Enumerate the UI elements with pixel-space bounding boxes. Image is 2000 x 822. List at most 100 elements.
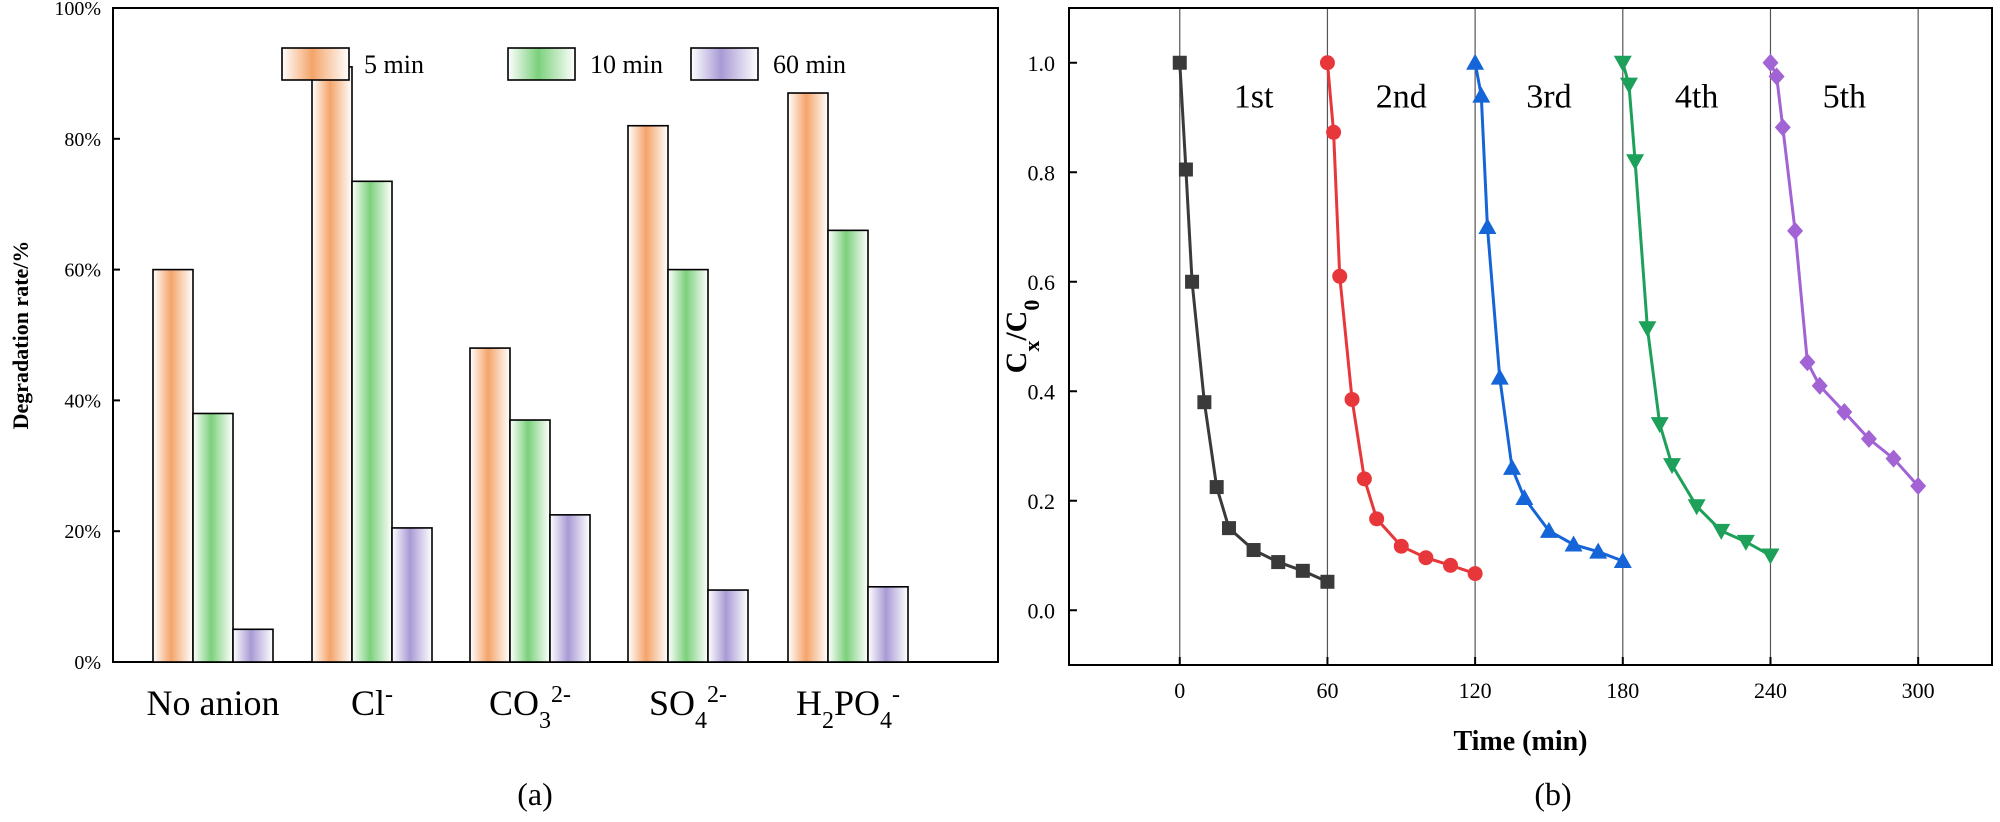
- data-point-1st: [1209, 480, 1224, 495]
- y-tick-label: 0.6: [1028, 270, 1056, 295]
- data-point-5th: [1885, 449, 1902, 468]
- data-point-4th: [1638, 321, 1657, 338]
- bar-10-min-5: [827, 229, 869, 663]
- run-annotation: 3rd: [1526, 79, 1571, 116]
- y-tick-label: 0.4: [1028, 379, 1056, 404]
- data-point-2nd: [1418, 550, 1434, 566]
- data-point-5th: [1836, 403, 1853, 422]
- data-point-5th: [1774, 118, 1791, 137]
- series-5th: [1762, 53, 1927, 495]
- legend-label: 10 min: [590, 50, 663, 79]
- run-annotation: 2nd: [1376, 79, 1427, 116]
- bar-5-min-2: [311, 66, 353, 663]
- x-category-label: CO32-: [489, 682, 571, 734]
- bar-5-min-1: [152, 268, 194, 663]
- data-point-3rd: [1478, 218, 1497, 234]
- legend-label: 60 min: [773, 50, 846, 79]
- data-point-1st: [1185, 274, 1200, 289]
- data-point-3rd: [1490, 368, 1509, 385]
- data-point-4th: [1619, 77, 1638, 94]
- bar-10-min-4: [667, 268, 709, 663]
- data-point-2nd: [1319, 55, 1335, 71]
- y-tick-label: 20%: [64, 521, 101, 543]
- data-point-5th: [1910, 476, 1927, 495]
- run-annotation: 4th: [1675, 79, 1718, 116]
- data-point-2nd: [1326, 124, 1342, 140]
- data-point-4th: [1736, 534, 1755, 551]
- panel-label-a: (a): [517, 776, 553, 812]
- data-point-2nd: [1443, 557, 1459, 573]
- y-tick-label: 60%: [64, 260, 101, 282]
- y-tick-label: 40%: [64, 390, 101, 412]
- y-tick-label: 0.8: [1028, 160, 1056, 185]
- data-point-3rd: [1589, 542, 1608, 559]
- data-point-1st: [1197, 395, 1212, 410]
- data-point-1st: [1295, 563, 1310, 578]
- legend-swatch-5-min: [281, 47, 350, 81]
- bar-60-min-1: [232, 628, 274, 663]
- x-category-label: H2PO4-: [796, 682, 900, 734]
- data-point-1st: [1246, 543, 1261, 558]
- bar-10-min-1: [192, 412, 234, 663]
- series-line-3rd: [1473, 62, 1624, 563]
- y-tick-label: 0.0: [1028, 598, 1056, 623]
- data-point-4th: [1663, 458, 1682, 475]
- data-point-3rd: [1564, 535, 1583, 552]
- y-tick-label: 0%: [74, 652, 101, 674]
- data-point-5th: [1860, 429, 1877, 448]
- series-1st: [1172, 55, 1335, 589]
- panel-label-b: (b): [1534, 776, 1571, 812]
- panel-b-line-chart: 0.0 0.2 0.4 0.6 0.8 1.0 0 60 120 180 240 300 Time (m…: [1000, 7, 1993, 812]
- legend-swatch-10-min: [507, 47, 576, 81]
- data-point-5th: [1811, 376, 1828, 395]
- data-point-2nd: [1332, 268, 1348, 284]
- data-point-5th: [1762, 53, 1779, 72]
- data-point-3rd: [1466, 53, 1485, 70]
- series-4th: [1613, 55, 1780, 565]
- bar-60-min-4: [707, 589, 749, 663]
- data-point-5th: [1799, 353, 1816, 372]
- bar-10-min-2: [351, 180, 393, 663]
- plot-frame-b: [1068, 7, 1993, 666]
- x-tick-label: 0: [1174, 678, 1185, 703]
- y-tick-label: 1.0: [1028, 51, 1056, 76]
- bar-5-min-5: [787, 92, 829, 663]
- bar-10-min-3: [509, 419, 551, 663]
- data-point-2nd: [1369, 511, 1385, 527]
- data-point-4th: [1613, 55, 1632, 72]
- y-tick-label: 0.2: [1028, 489, 1056, 514]
- data-point-1st: [1221, 521, 1236, 536]
- series-line-2nd: [1325, 62, 1476, 575]
- data-point-2nd: [1393, 538, 1409, 554]
- data-point-3rd: [1472, 86, 1491, 103]
- data-point-1st: [1271, 555, 1286, 570]
- bar-60-min-2: [391, 527, 433, 663]
- bar-60-min-3: [549, 514, 591, 663]
- series-line-4th: [1621, 62, 1772, 557]
- run-annotation: 1st: [1234, 79, 1274, 116]
- data-point-5th: [1768, 67, 1785, 86]
- y-tick-label: 100%: [54, 0, 101, 20]
- x-tick-label: 180: [1606, 678, 1639, 703]
- y-axis-label: Degradation rate/%: [8, 241, 33, 430]
- data-point-1st: [1320, 574, 1335, 589]
- data-point-4th: [1761, 548, 1780, 565]
- legend-swatch-60-min: [690, 47, 759, 81]
- bar-5-min-4: [627, 124, 669, 663]
- legend-label: 5 min: [364, 50, 424, 79]
- y-axis-label: Cx/C0: [1000, 300, 1044, 374]
- series-line-5th: [1769, 62, 1920, 487]
- data-point-4th: [1687, 499, 1706, 516]
- data-point-2nd: [1344, 391, 1360, 407]
- data-point-2nd: [1356, 471, 1372, 487]
- data-point-3rd: [1539, 521, 1558, 538]
- data-point-2nd: [1467, 566, 1483, 582]
- x-category-label: No anion: [147, 683, 280, 723]
- x-tick-label: 60: [1316, 678, 1338, 703]
- data-point-5th: [1787, 221, 1804, 240]
- x-tick-label: 240: [1754, 678, 1787, 703]
- x-tick-label: 300: [1902, 678, 1935, 703]
- bar-5-min-3: [469, 347, 511, 663]
- run-annotation: 5th: [1823, 79, 1866, 116]
- series-3rd: [1466, 53, 1632, 568]
